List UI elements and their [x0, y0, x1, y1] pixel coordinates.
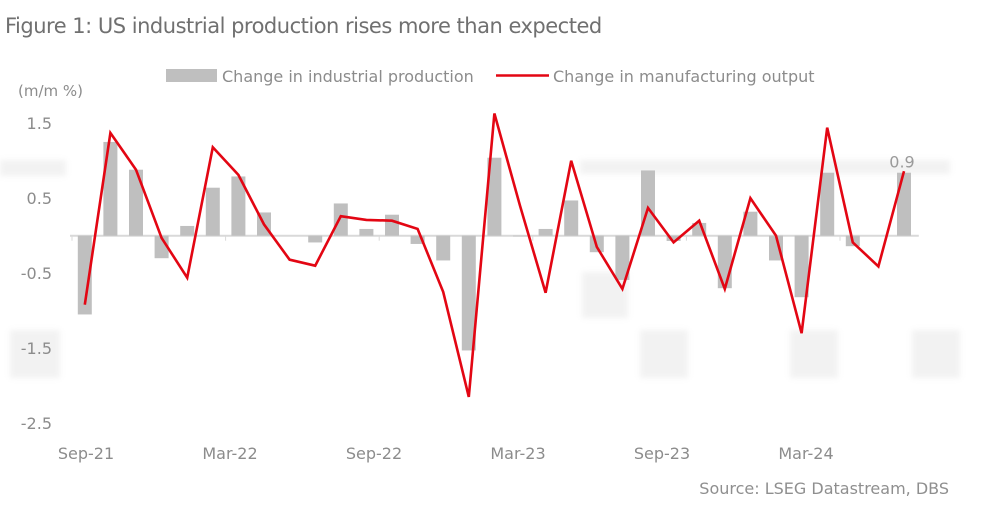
- line-manufacturing-output: [83, 113, 906, 398]
- legend-label-line: Change in manufacturing output: [553, 67, 815, 86]
- x-tick-label: Sep-22: [346, 444, 402, 463]
- bar-industrial-production: [308, 235, 323, 243]
- bar-industrial-production: [666, 235, 681, 241]
- bar-industrial-production: [359, 228, 374, 236]
- bar-industrial-production: [205, 187, 220, 236]
- y-tick-label: 1.5: [27, 114, 52, 133]
- bar-industrial-production: [77, 235, 92, 315]
- bar-industrial-production: [615, 235, 630, 280]
- background-smudge: [790, 330, 838, 378]
- bar-industrial-production: [461, 235, 476, 351]
- x-tick-label: Mar-23: [490, 444, 545, 463]
- x-tick-label: Sep-21: [58, 444, 114, 463]
- bar-industrial-production: [820, 172, 835, 236]
- y-tick-label: -2.5: [21, 414, 52, 433]
- bar-industrial-production: [769, 235, 783, 261]
- bar-industrial-production: [717, 235, 732, 289]
- bar-industrial-production: [538, 228, 553, 236]
- bar-industrial-production: [897, 172, 911, 236]
- background-smudge: [912, 330, 960, 378]
- y-tick-label: -1.5: [21, 339, 52, 358]
- background-smudge: [0, 160, 66, 176]
- background-smudge: [640, 330, 688, 378]
- background-smudge: [580, 160, 950, 174]
- bar-industrial-production: [103, 141, 118, 236]
- bar-industrial-production: [743, 211, 758, 236]
- bar-industrial-production: [333, 203, 348, 236]
- bar-industrial-production: [794, 235, 809, 298]
- y-tick-label: -0.5: [21, 264, 52, 283]
- bar-industrial-production: [513, 235, 527, 237]
- bar-industrial-production: [436, 235, 451, 261]
- bar-industrial-production: [129, 169, 143, 236]
- legend: Change in industrial production Change i…: [166, 67, 815, 86]
- source-note: Source: LSEG Datastream, DBS: [699, 479, 949, 498]
- legend-swatch-bar: [166, 69, 217, 82]
- bar-industrial-production: [487, 157, 502, 236]
- background-smudge: [10, 330, 60, 378]
- bar-industrial-production: [231, 176, 246, 236]
- legend-label-bar: Change in industrial production: [222, 67, 474, 86]
- bar-industrial-production: [564, 200, 579, 236]
- x-tick-label: Sep-23: [634, 444, 690, 463]
- chart-title: Figure 1: US industrial production rises…: [5, 14, 602, 38]
- y-axis-title: (m/m %): [18, 82, 83, 100]
- x-tick-label: Mar-24: [778, 444, 833, 463]
- bar-industrial-production: [385, 214, 399, 236]
- x-tick-label: Mar-22: [202, 444, 257, 463]
- data-label: 0.9: [889, 153, 914, 172]
- bar-industrial-production: [410, 235, 425, 244]
- bar-industrial-production: [180, 225, 195, 236]
- y-tick-label: 0.5: [27, 189, 52, 208]
